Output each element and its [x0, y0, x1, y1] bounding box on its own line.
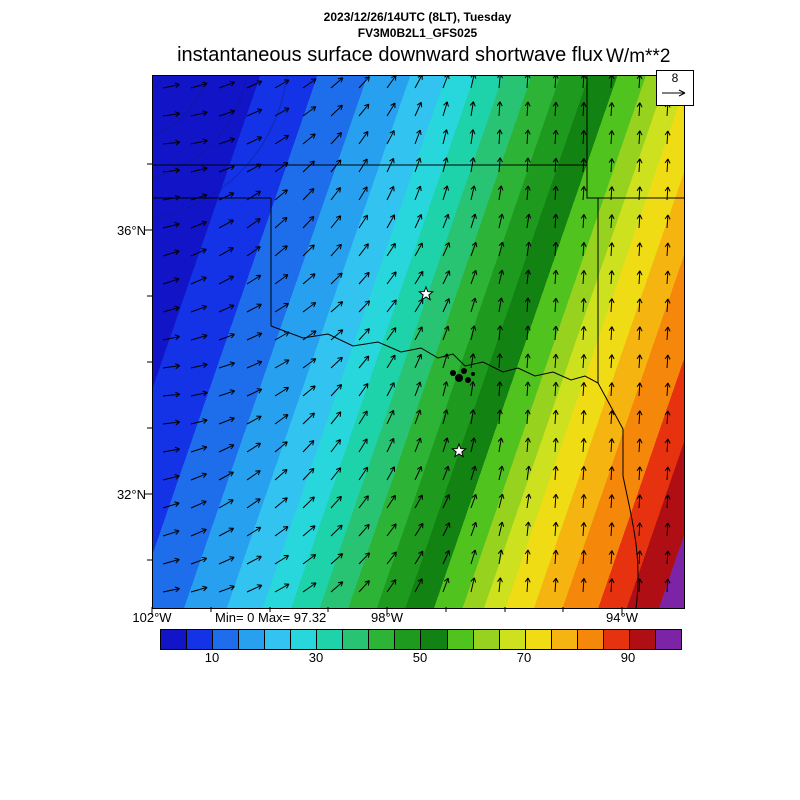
colorbar — [160, 629, 682, 650]
colorbar-segment — [343, 630, 370, 649]
lon-label-102w: 102°W — [132, 610, 172, 625]
colorbar-tick: 90 — [620, 650, 636, 665]
colorbar-segment — [161, 630, 188, 649]
lon-label-98w: 98°W — [371, 610, 403, 625]
colorbar-segment — [395, 630, 422, 649]
colorbar-segment — [525, 630, 552, 649]
plot-area — [152, 75, 685, 609]
colorbar-segment — [551, 630, 578, 649]
min-max-stats: Min= 0 Max= 97.32 — [215, 610, 327, 625]
colorbar-segment — [421, 630, 448, 649]
colorbar-segment — [447, 630, 474, 649]
colorbar-segment — [265, 630, 292, 649]
wind-reference-box: 8 — [656, 70, 694, 106]
colorbar-segment — [577, 630, 604, 649]
units-label: W/m**2 — [606, 46, 671, 67]
wind-reference-arrow-icon — [662, 89, 686, 97]
colorbar-segment — [187, 630, 214, 649]
colorbar-tick-labels: 10 30 50 70 90 — [160, 650, 680, 666]
lat-label-32n: 32°N — [116, 487, 146, 502]
wind-reference-value: 8 — [671, 71, 679, 85]
lake-blob — [450, 368, 475, 383]
colorbar-segment — [369, 630, 396, 649]
city-marker-star-dallas — [451, 442, 467, 458]
colorbar-segment — [499, 630, 526, 649]
run-datetime-line: 2023/12/26/14UTC (8LT), Tuesday — [323, 10, 512, 24]
city-marker-star-okc — [418, 285, 434, 301]
colorbar-tick: 30 — [308, 650, 324, 665]
colorbar-tick: 10 — [204, 650, 220, 665]
colorbar-segment — [213, 630, 240, 649]
colorbar-segment — [239, 630, 266, 649]
colorbar-tick: 50 — [412, 650, 428, 665]
plot-title: instantaneous surface downward shortwave… — [177, 44, 603, 66]
lat-label-36n: 36°N — [116, 223, 146, 238]
colorbar-segment — [603, 630, 630, 649]
model-name-line: FV3M0B2L1_GFS025 — [357, 26, 478, 40]
colorbar-segment — [317, 630, 344, 649]
colorbar-segment — [629, 630, 656, 649]
colorbar-segment — [473, 630, 500, 649]
lon-label-94w: 94°W — [606, 610, 638, 625]
colorbar-tick: 70 — [516, 650, 532, 665]
wind-vector-arrows — [162, 76, 671, 593]
colorbar-segment — [291, 630, 318, 649]
colorbar-segment — [655, 630, 681, 649]
state-borders — [153, 76, 684, 608]
